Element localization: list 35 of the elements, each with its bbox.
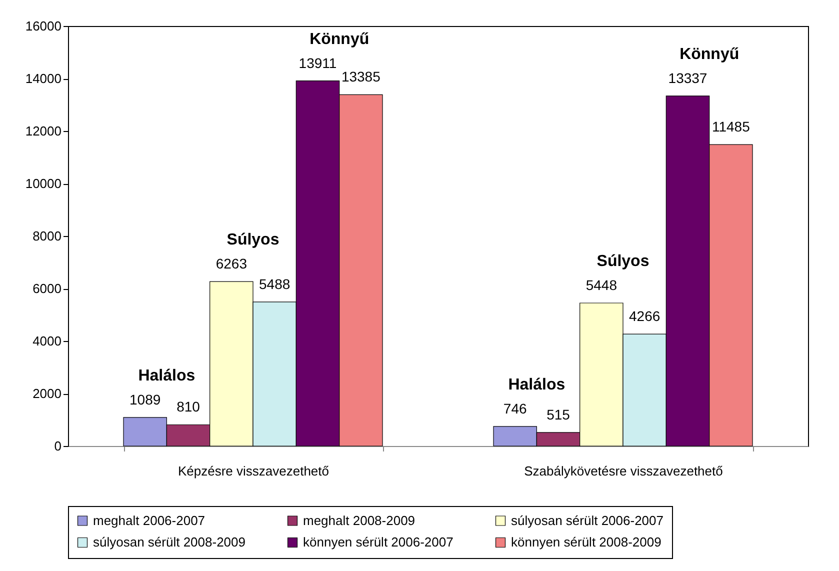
legend-label: meghalt 2006-2007 [93, 512, 206, 528]
data-label: 11485 [712, 118, 750, 135]
legend-label: súlyosan sérült 2008-2009 [93, 534, 246, 550]
data-label: 4266 [629, 308, 660, 324]
x-tick-label: Képzésre visszavezethető [178, 464, 330, 478]
annotation: Halálos [508, 376, 566, 394]
legend-label: súlyosan sérült 2006-2007 [511, 512, 664, 528]
data-label: 5488 [259, 276, 290, 292]
data-label: 5448 [586, 276, 618, 293]
y-tick-label: 16000 [25, 18, 62, 34]
y-tick-label: 2000 [32, 386, 62, 401]
data-label: 6263 [216, 256, 248, 272]
annotation: Könnyű [680, 46, 740, 63]
data-label: 13911 [298, 54, 337, 71]
legend-label: könnyen sérült 2006-2007 [303, 534, 454, 550]
y-tick-label: 6000 [32, 281, 62, 296]
y-tick-label: 14000 [25, 71, 62, 86]
legend-label: könnyen sérült 2008-2009 [511, 534, 662, 550]
y-tick-label: 10000 [25, 176, 62, 191]
y-tick-label: 12000 [25, 124, 62, 138]
annotation: Súlyos [226, 232, 280, 249]
legend-label: meghalt 2008-2009 [303, 512, 416, 528]
data-label: 515 [546, 406, 570, 422]
y-tick-label: 0 [54, 438, 62, 454]
data-label: 746 [503, 400, 527, 416]
annotation: Súlyos [596, 252, 650, 270]
y-tick-label: 8000 [32, 228, 62, 244]
data-label: 1089 [130, 391, 161, 408]
annotation: Halálos [138, 367, 196, 384]
data-label: 810 [176, 398, 200, 415]
y-tick-label: 4000 [32, 334, 62, 348]
x-tick-label: Szabálykövetésre visszavezethető [524, 464, 723, 478]
data-label: 13385 [341, 68, 381, 85]
data-label: 13337 [668, 70, 708, 86]
annotation: Könnyű [310, 30, 370, 48]
